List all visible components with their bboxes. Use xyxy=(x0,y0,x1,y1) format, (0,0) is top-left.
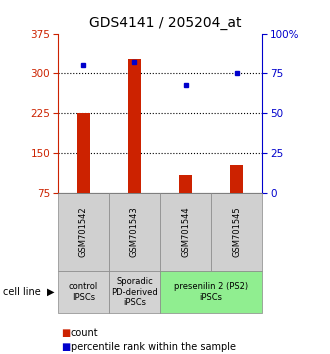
Text: GSM701545: GSM701545 xyxy=(232,206,241,257)
Bar xyxy=(128,58,141,193)
Bar xyxy=(179,176,192,193)
Text: control
IPSCs: control IPSCs xyxy=(69,282,98,302)
Text: GSM701543: GSM701543 xyxy=(130,206,139,257)
Bar xyxy=(109,193,160,271)
Text: cell line: cell line xyxy=(3,287,41,297)
Text: Sporadic
PD-derived
iPSCs: Sporadic PD-derived iPSCs xyxy=(111,277,158,307)
Bar xyxy=(77,113,90,193)
Bar xyxy=(160,271,262,313)
Bar xyxy=(211,193,262,271)
Text: GDS4141 / 205204_at: GDS4141 / 205204_at xyxy=(89,16,241,30)
Text: GSM701544: GSM701544 xyxy=(181,206,190,257)
Bar xyxy=(58,193,109,271)
Text: ■: ■ xyxy=(61,342,70,352)
Bar xyxy=(58,271,109,313)
Bar xyxy=(160,193,211,271)
Text: percentile rank within the sample: percentile rank within the sample xyxy=(71,342,236,352)
Text: ▶: ▶ xyxy=(48,287,55,297)
Text: presenilin 2 (PS2)
iPSCs: presenilin 2 (PS2) iPSCs xyxy=(174,282,248,302)
Bar xyxy=(109,271,160,313)
Text: GSM701542: GSM701542 xyxy=(79,206,88,257)
Bar xyxy=(230,165,243,193)
Text: ■: ■ xyxy=(61,328,70,338)
Text: count: count xyxy=(71,328,99,338)
